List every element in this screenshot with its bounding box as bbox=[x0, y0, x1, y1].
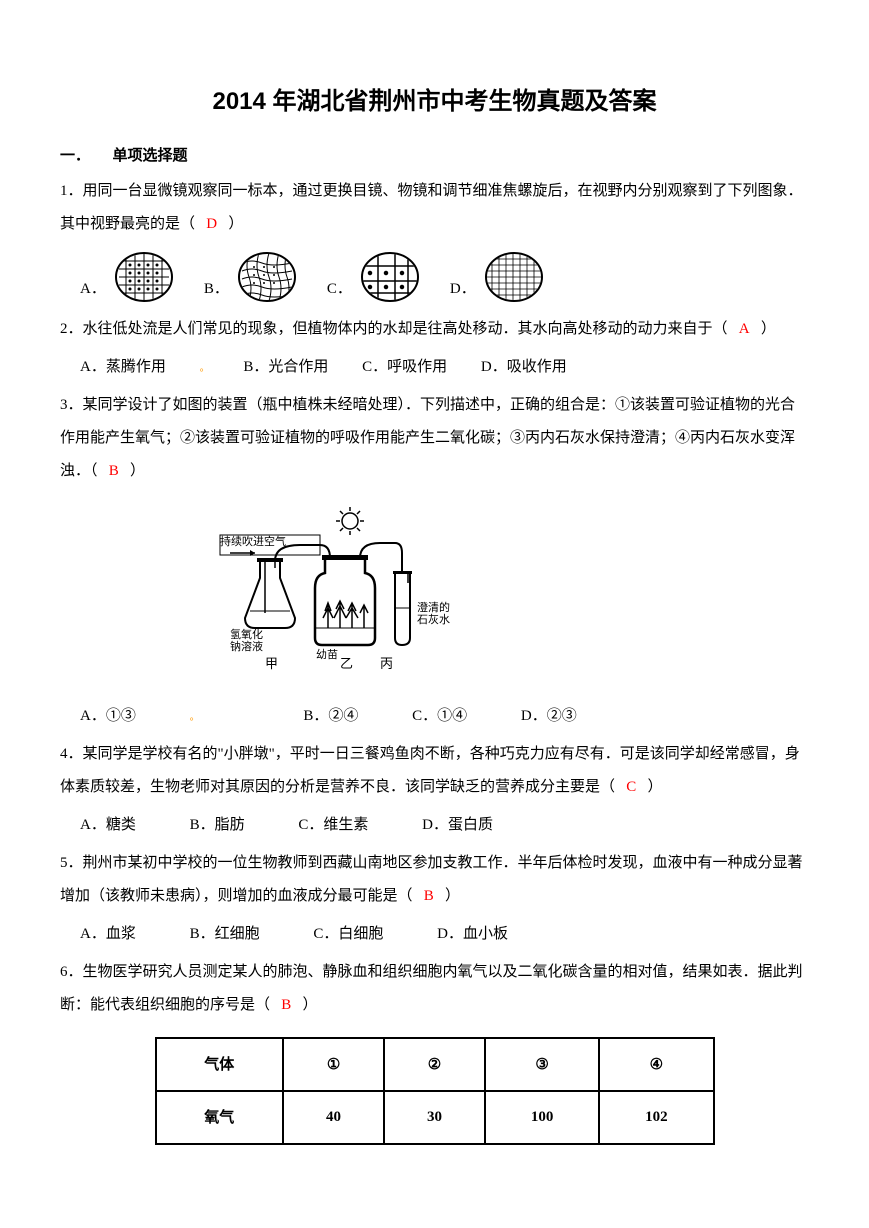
section-header: 一． 单项选择题 bbox=[60, 143, 809, 170]
option-c-image: C． bbox=[327, 251, 420, 303]
microscope-view-a-icon bbox=[114, 251, 174, 303]
q3-opt-c: C．①④ bbox=[412, 703, 467, 730]
question-3: 3．某同学设计了如图的装置（瓶中植株未经暗处理）．下列描述中，正确的组合是：①该… bbox=[60, 389, 809, 488]
q4-close: ） bbox=[648, 779, 663, 795]
label-c: C． bbox=[327, 276, 352, 303]
q6-text: 6．生物医学研究人员测定某人的肺泡、静脉血和组织细胞内氧气以及二氧化碳含量的相对… bbox=[60, 964, 803, 1013]
q2-options: A．蒸腾作用 。 B．光合作用 C．呼吸作用 D．吸收作用 bbox=[60, 354, 809, 381]
q3-options: A．①③ 。 B．②④ C．①④ D．②③ bbox=[60, 703, 809, 730]
q5-answer: B bbox=[424, 888, 434, 904]
q6-close: ） bbox=[303, 997, 318, 1013]
table-cell: 102 bbox=[599, 1091, 713, 1144]
limewater-label: 澄清的石灰水 bbox=[417, 600, 450, 626]
option-b-image: B． bbox=[204, 251, 297, 303]
data-table: 气体 ① ② ③ ④ 氧气 40 30 100 102 bbox=[155, 1037, 715, 1145]
table-cell: 100 bbox=[485, 1091, 599, 1144]
q4-answer: C bbox=[626, 779, 636, 795]
section-number: 一． bbox=[60, 148, 90, 164]
q3-opt-d: D．②③ bbox=[521, 703, 577, 730]
dot-icon: 。 bbox=[200, 360, 210, 378]
yi-label: 乙 bbox=[340, 656, 353, 671]
q2-answer: A bbox=[739, 321, 750, 337]
q3-opt-a: A．①③ 。 bbox=[80, 703, 250, 730]
table-cell: 40 bbox=[283, 1091, 384, 1144]
naoh-label: 氢氧化钠溶液 bbox=[230, 627, 263, 653]
q5-opt-c: C．白细胞 bbox=[313, 921, 383, 948]
q3-diagram: 持续吹进空气 氢氧化钠溶液 甲 幼苗 乙 澄清的石灰水 bbox=[180, 503, 809, 693]
question-5: 5．荆州市某初中学校的一位生物教师到西藏山南地区参加支教工作．半年后体检时发现，… bbox=[60, 847, 809, 913]
question-2: 2．水往低处流是人们常见的现象，但植物体内的水却是往高处移动．其水向高处移动的动… bbox=[60, 313, 809, 346]
q5-opt-a: A．血浆 bbox=[80, 921, 136, 948]
table-cell: ③ bbox=[485, 1038, 599, 1091]
question-6: 6．生物医学研究人员测定某人的肺泡、静脉血和组织细胞内氧气以及二氧化碳含量的相对… bbox=[60, 956, 809, 1022]
seedling-label: 幼苗 bbox=[316, 648, 338, 661]
question-4: 4．某同学是学校有名的"小胖墩"，平时一日三餐鸡鱼肉不断，各种巧克力应有尽有．可… bbox=[60, 738, 809, 804]
option-a-image: A． bbox=[80, 251, 174, 303]
label-d: D． bbox=[450, 276, 476, 303]
q4-opt-d: D．蛋白质 bbox=[422, 812, 493, 839]
q4-opt-b: B．脂肪 bbox=[190, 812, 245, 839]
microscope-view-d-icon bbox=[484, 251, 544, 303]
table-cell: 气体 bbox=[156, 1038, 284, 1091]
jia-label: 甲 bbox=[265, 656, 278, 671]
experiment-apparatus-icon: 持续吹进空气 氢氧化钠溶液 甲 幼苗 乙 澄清的石灰水 bbox=[180, 503, 460, 683]
q1-images: A． B． C． bbox=[60, 251, 809, 303]
page-title: 2014 年湖北省荆州市中考生物真题及答案 bbox=[60, 80, 809, 123]
q5-options: A．血浆 B．红细胞 C．白细胞 D．血小板 bbox=[60, 921, 809, 948]
question-1: 1．用同一台显微镜观察同一标本，通过更换目镜、物镜和调节细准焦螺旋后，在视野内分… bbox=[60, 175, 809, 241]
q4-text: 4．某同学是学校有名的"小胖墩"，平时一日三餐鸡鱼肉不断，各种巧克力应有尽有．可… bbox=[60, 746, 800, 795]
q2-close: ） bbox=[761, 321, 776, 337]
table-cell: ① bbox=[283, 1038, 384, 1091]
q6-answer: B bbox=[281, 997, 291, 1013]
table-cell: 30 bbox=[384, 1091, 485, 1144]
q3-answer: B bbox=[109, 463, 119, 479]
table-header-row: 气体 ① ② ③ ④ bbox=[156, 1038, 714, 1091]
bing-label: 丙 bbox=[380, 656, 393, 671]
q2-opt-c: C．呼吸作用 bbox=[362, 354, 447, 381]
air-label: 持续吹进空气 bbox=[220, 534, 286, 548]
q2-text: 2．水往低处流是人们常见的现象，但植物体内的水却是往高处移动．其水向高处移动的动… bbox=[60, 321, 728, 337]
table-cell: ② bbox=[384, 1038, 485, 1091]
option-d-image: D． bbox=[450, 251, 544, 303]
microscope-view-c-icon bbox=[360, 251, 420, 303]
q4-opt-a: A．糖类 bbox=[80, 812, 136, 839]
q1-close: ） bbox=[228, 216, 243, 232]
table-row: 氧气 40 30 100 102 bbox=[156, 1091, 714, 1144]
q3-opt-b: B．②④ bbox=[303, 703, 358, 730]
q2-opt-a: A．蒸腾作用 bbox=[80, 354, 166, 381]
q1-text: 1．用同一台显微镜观察同一标本，通过更换目镜、物镜和调节细准焦螺旋后，在视野内分… bbox=[60, 183, 803, 232]
q2-opt-b: B．光合作用 bbox=[243, 354, 328, 381]
q1-answer: D bbox=[206, 216, 217, 232]
table-cell: 氧气 bbox=[156, 1091, 284, 1144]
q4-opt-c: C．维生素 bbox=[298, 812, 368, 839]
q5-opt-b: B．红细胞 bbox=[190, 921, 260, 948]
dot-icon: 。 bbox=[190, 709, 200, 727]
q5-close: ） bbox=[445, 888, 460, 904]
microscope-view-b-icon bbox=[237, 251, 297, 303]
q2-opt-d: D．吸收作用 bbox=[481, 354, 567, 381]
q3-text: 3．某同学设计了如图的装置（瓶中植株未经暗处理）．下列描述中，正确的组合是：①该… bbox=[60, 397, 795, 479]
label-a: A． bbox=[80, 276, 106, 303]
label-b: B． bbox=[204, 276, 229, 303]
section-label: 单项选择题 bbox=[113, 148, 188, 164]
table-cell: ④ bbox=[599, 1038, 713, 1091]
q4-options: A．糖类 B．脂肪 C．维生素 D．蛋白质 bbox=[60, 812, 809, 839]
q3-close: ） bbox=[130, 463, 145, 479]
q5-opt-d: D．血小板 bbox=[437, 921, 508, 948]
